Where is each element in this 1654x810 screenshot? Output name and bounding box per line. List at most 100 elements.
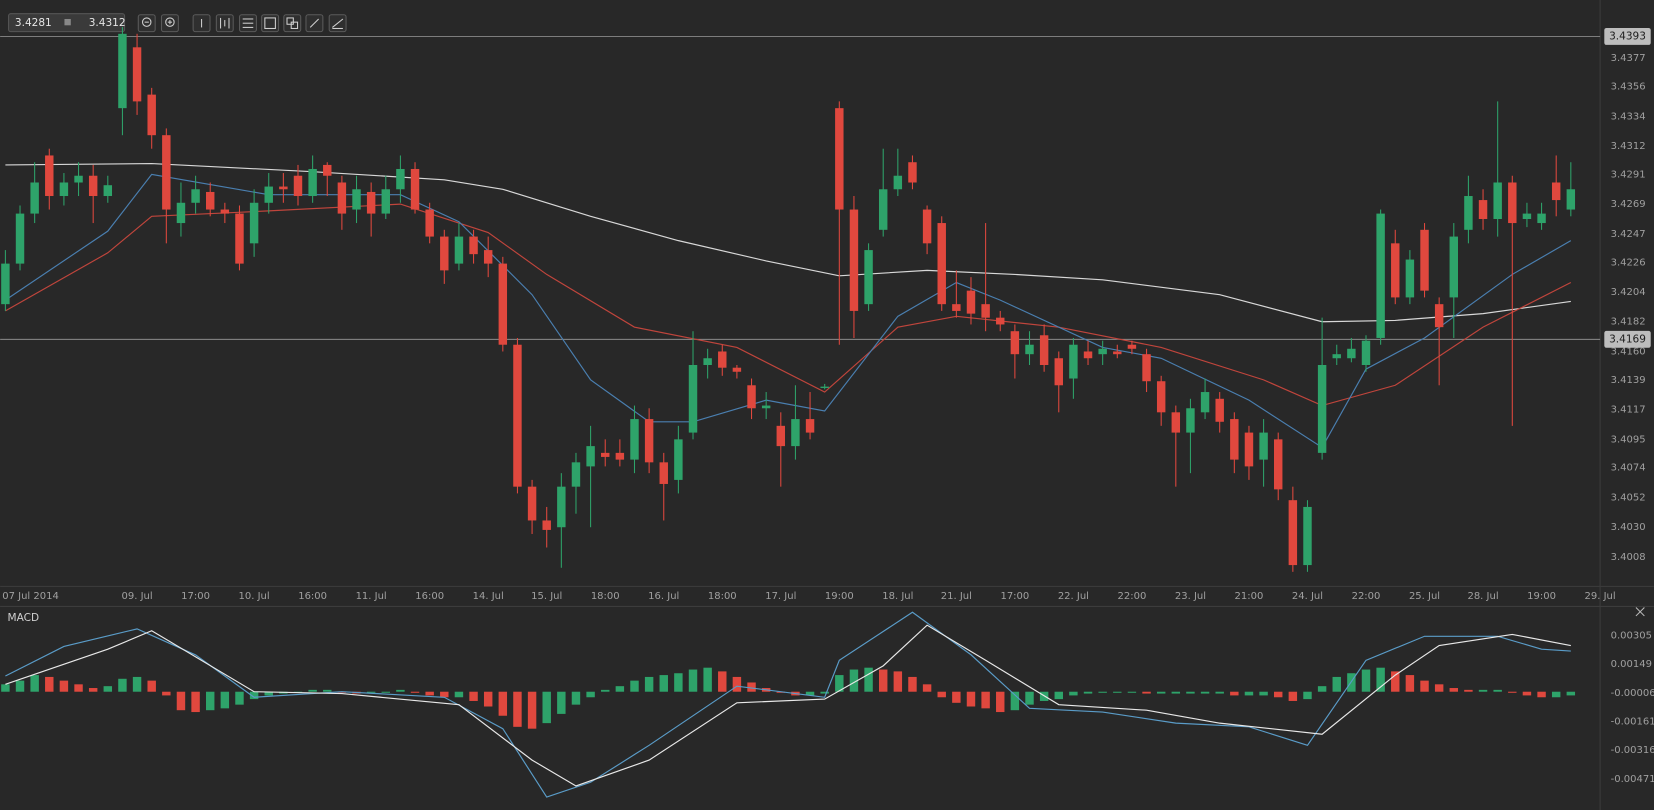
objects-button[interactable] — [283, 14, 302, 33]
histogram-bar — [162, 691, 171, 696]
histogram-bar — [308, 689, 317, 692]
histogram-bar — [718, 671, 727, 692]
histogram-bar — [1361, 669, 1371, 692]
y-tick-label: 3.4095 — [1611, 434, 1646, 445]
histogram-bar — [849, 669, 859, 692]
histogram-bar — [878, 669, 888, 692]
candle-body — [659, 462, 668, 484]
candle-body — [483, 250, 493, 264]
histogram-bar — [805, 691, 815, 696]
candle-body — [103, 185, 113, 197]
histogram-bar — [498, 691, 508, 716]
histogram-bar — [454, 691, 464, 698]
candle-body — [118, 33, 127, 109]
y-tick-label: 3.4030 — [1611, 522, 1646, 533]
close-icon — [1635, 607, 1645, 617]
histogram-bar — [1288, 691, 1298, 701]
histogram-bar — [381, 691, 390, 693]
histogram-bar — [1508, 691, 1517, 693]
histogram-bar — [674, 673, 683, 692]
histogram-bar — [908, 676, 917, 692]
histogram-bar — [732, 676, 742, 692]
histogram-bar — [1244, 691, 1254, 696]
candle-body — [1391, 243, 1400, 298]
x-tick-label: 25. Jul — [1409, 591, 1440, 602]
y-tick-label: 3.4074 — [1611, 463, 1646, 474]
y-tick-label: 3.4377 — [1611, 53, 1646, 64]
y-tick-label: 3.4312 — [1611, 141, 1646, 152]
candle-body — [761, 405, 771, 409]
x-tick-label: 17. Jul — [765, 591, 796, 602]
histogram-bar — [1464, 689, 1473, 692]
histogram-bar — [820, 691, 829, 694]
candle-body — [1230, 419, 1239, 460]
candle-body — [1522, 213, 1532, 219]
y-tick-label: 3.4356 — [1611, 82, 1646, 93]
close-macd-button[interactable] — [1635, 607, 1645, 617]
histogram-bar — [586, 691, 595, 698]
candle-body — [542, 520, 551, 530]
candle-body — [45, 155, 54, 197]
y-tick-label: 3.4226 — [1611, 257, 1646, 268]
candle-body — [1288, 500, 1298, 566]
candle-body — [644, 419, 654, 463]
period-button[interactable] — [192, 14, 211, 33]
candle-body — [1083, 351, 1093, 359]
candle-body — [1434, 304, 1444, 328]
x-tick-label: 17:00 — [181, 591, 210, 602]
toolbar: 3.4281 3.4312 — [8, 13, 347, 33]
histogram-bar — [1522, 691, 1532, 696]
candle-body — [849, 209, 859, 311]
histogram-bar — [571, 691, 581, 705]
candle-body — [688, 364, 698, 433]
candle-body — [1551, 182, 1561, 201]
edit-button[interactable] — [305, 14, 324, 33]
candle-body — [937, 223, 946, 305]
histogram-bar — [118, 678, 127, 692]
x-tick-label: 17:00 — [1000, 591, 1029, 602]
histogram-bar — [1186, 691, 1195, 694]
histogram-bar — [1156, 691, 1166, 694]
candle-body — [893, 175, 903, 190]
candle-body — [1156, 381, 1166, 413]
histogram-bar — [1010, 691, 1020, 711]
y-tick-label: 3.4247 — [1611, 229, 1646, 240]
indicators-button[interactable] — [239, 14, 257, 33]
candle-body — [366, 191, 376, 214]
settings-button[interactable] — [328, 14, 347, 33]
histogram-bar — [323, 689, 332, 692]
zoom-in-button[interactable] — [160, 14, 179, 33]
histogram-bar — [864, 667, 873, 692]
candle-body — [996, 317, 1005, 325]
candle-body — [718, 351, 727, 368]
candle-body — [1420, 229, 1429, 291]
candle-body — [1259, 432, 1268, 460]
histogram-bar — [952, 691, 961, 703]
zoom-out-button[interactable] — [137, 14, 156, 33]
histogram-bar — [1493, 689, 1502, 692]
y-tick-label: -0.00316 — [1611, 745, 1654, 756]
candle-body — [337, 182, 347, 214]
candle-body — [162, 135, 171, 210]
candle-body — [1317, 364, 1327, 453]
histogram-bar — [1200, 691, 1210, 694]
chart-type-button[interactable] — [215, 14, 234, 33]
candle-body — [776, 425, 786, 447]
x-tick-label: 18. Jul — [882, 591, 913, 602]
histogram-bar — [1054, 691, 1063, 700]
candle-body — [293, 175, 303, 197]
y-tick-label: 3.4052 — [1611, 492, 1646, 503]
candle-body — [469, 236, 478, 255]
x-tick-label: 14. Jul — [473, 591, 504, 602]
histogram-bar — [601, 689, 610, 692]
y-tick-label: -0.00471 — [1611, 774, 1654, 785]
candle-body — [279, 186, 288, 190]
candle-body — [88, 175, 98, 197]
candle-body — [1098, 348, 1107, 355]
y-tick-label: 3.4117 — [1611, 405, 1646, 416]
candle-body — [191, 189, 200, 203]
draw-button[interactable] — [261, 14, 280, 33]
x-tick-label: 07 Jul 2014 — [2, 591, 59, 602]
candle-body — [1347, 348, 1356, 359]
